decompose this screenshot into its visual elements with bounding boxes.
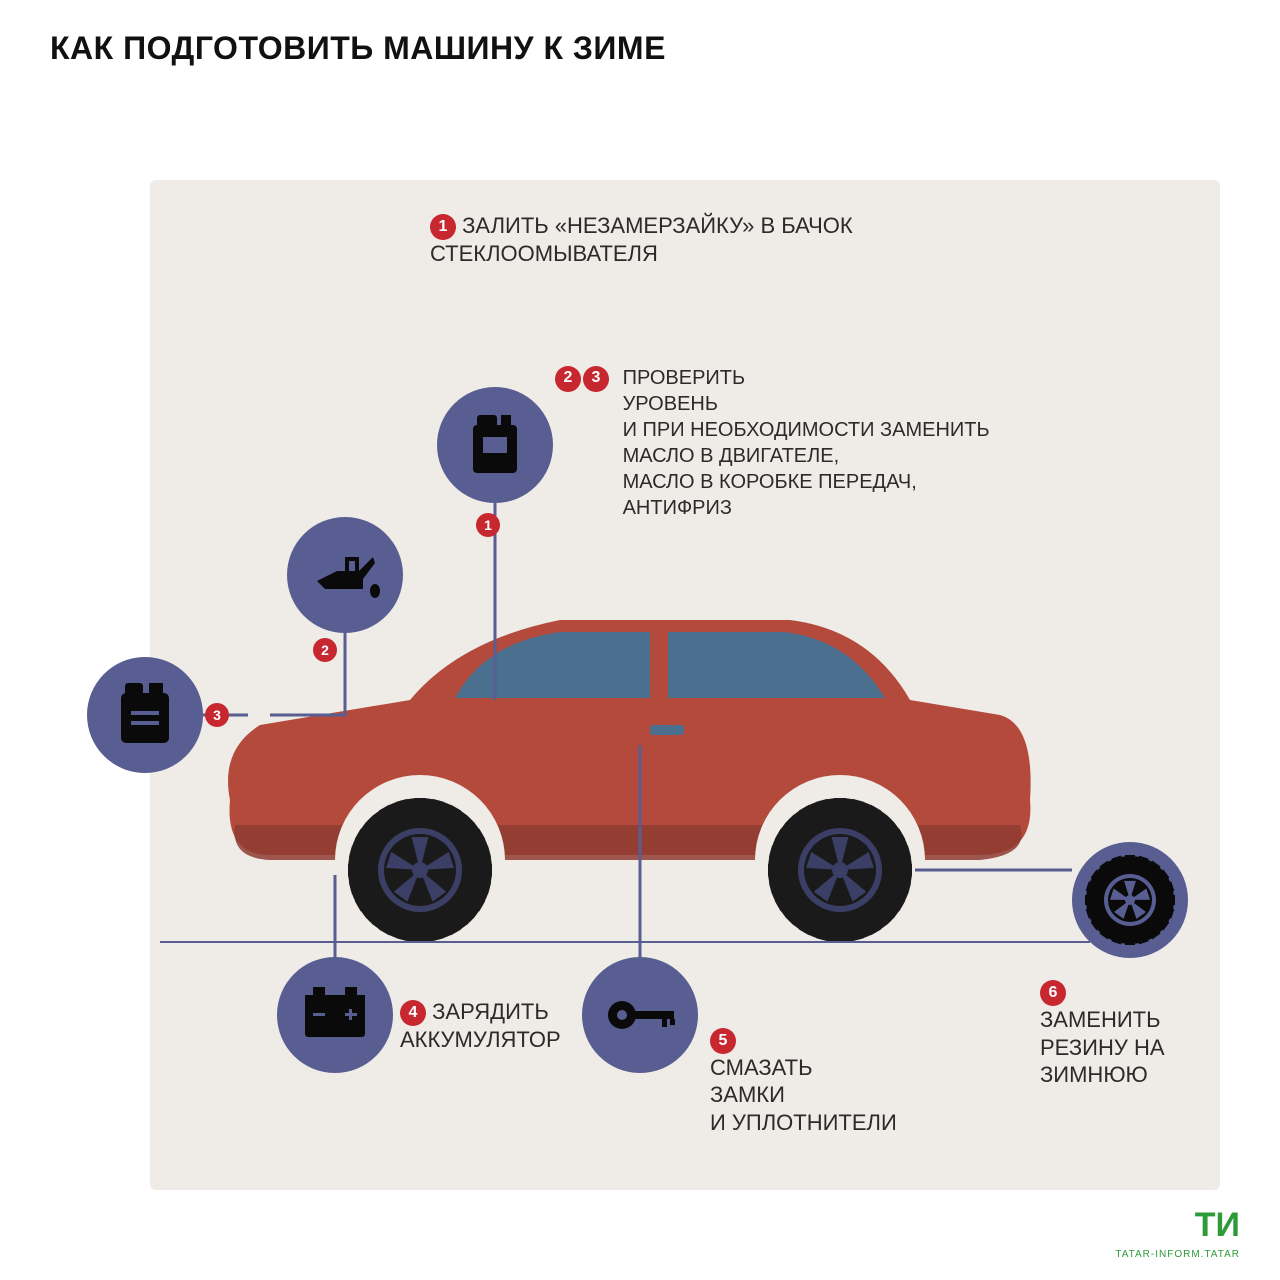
badge-2: 2 <box>555 366 581 392</box>
tip-1-text: ЗАЛИТЬ «НЕЗАМЕРЗАЙКУ» В БАЧОК СТЕКЛООМЫВ… <box>430 213 853 266</box>
svg-text:1: 1 <box>484 517 492 533</box>
tip-1: 1 ЗАЛИТЬ «НЕЗАМЕРЗАЙКУ» В БАЧОК СТЕКЛООМ… <box>430 212 950 268</box>
badge-1: 1 <box>430 214 456 240</box>
svg-text:2: 2 <box>321 642 329 658</box>
badge-4: 4 <box>400 1000 426 1026</box>
page: КАК ПОДГОТОВИТЬ МАШИНУ К ЗИМЕ 123 1 ЗАЛИ… <box>0 0 1280 1280</box>
tip-5-text: СМАЗАТЬ ЗАМКИ И УПЛОТНИТЕЛИ <box>710 1055 897 1135</box>
svg-text:3: 3 <box>213 707 221 723</box>
source-site: TATAR-INFORM.TATAR <box>1115 1249 1240 1260</box>
badge-5: 5 <box>710 1028 736 1054</box>
tip-4: 4 ЗАРЯДИТЬ АККУМУЛЯТОР <box>400 998 600 1054</box>
badge-3: 3 <box>583 366 609 392</box>
tip-23-text: ПРОВЕРИТЬ УРОВЕНЬ И ПРИ НЕОБХОДИМОСТИ ЗА… <box>623 365 990 521</box>
tip-5: 5 СМАЗАТЬ ЗАМКИ И УПЛОТНИТЕЛИ <box>710 998 940 1136</box>
tip-6-text: ЗАМЕНИТЬ РЕЗИНУ НА ЗИМНЮЮ <box>1040 1007 1165 1087</box>
source-logo: ТИ <box>1195 1206 1240 1245</box>
tip-6: 6 ЗАМЕНИТЬ РЕЗИНУ НА ЗИМНЮЮ <box>1040 978 1240 1089</box>
badge-6: 6 <box>1040 980 1066 1006</box>
tip-23: 23 ПРОВЕРИТЬ УРОВЕНЬ И ПРИ НЕОБХОДИМОСТИ… <box>555 365 1035 521</box>
